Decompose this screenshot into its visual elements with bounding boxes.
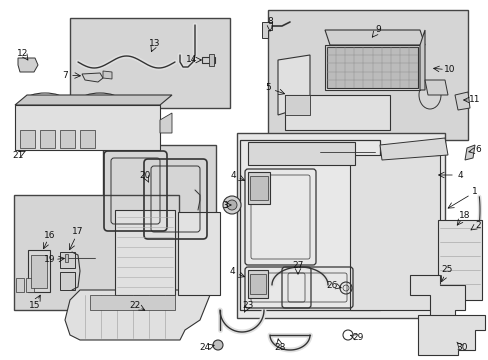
- Polygon shape: [202, 57, 215, 63]
- Polygon shape: [325, 30, 424, 45]
- Polygon shape: [82, 73, 103, 82]
- Text: 2: 2: [474, 220, 480, 230]
- Text: 13: 13: [149, 39, 161, 48]
- Polygon shape: [437, 220, 481, 300]
- Text: 11: 11: [468, 95, 480, 104]
- Polygon shape: [247, 172, 269, 204]
- Text: 5: 5: [264, 84, 270, 93]
- Text: 19: 19: [44, 256, 56, 265]
- Polygon shape: [90, 295, 175, 310]
- Polygon shape: [60, 130, 75, 148]
- Polygon shape: [247, 270, 267, 298]
- Polygon shape: [349, 155, 439, 310]
- Polygon shape: [178, 212, 220, 295]
- Polygon shape: [249, 274, 265, 294]
- Polygon shape: [278, 55, 309, 115]
- Ellipse shape: [35, 279, 43, 284]
- Bar: [237, 133, 444, 318]
- Polygon shape: [419, 30, 424, 90]
- Polygon shape: [115, 210, 175, 295]
- Bar: [70, 18, 229, 108]
- Polygon shape: [26, 278, 34, 292]
- Polygon shape: [247, 142, 354, 165]
- Polygon shape: [28, 250, 50, 292]
- Ellipse shape: [213, 340, 223, 350]
- Text: 9: 9: [374, 26, 380, 35]
- Text: 21: 21: [12, 150, 23, 159]
- Polygon shape: [20, 130, 35, 148]
- Text: 17: 17: [72, 228, 83, 237]
- Bar: [267, 10, 467, 140]
- Polygon shape: [160, 113, 172, 133]
- Text: 12: 12: [17, 49, 29, 58]
- Text: 14: 14: [186, 55, 197, 64]
- Text: 25: 25: [440, 266, 452, 274]
- Text: 26: 26: [325, 280, 337, 289]
- Text: 30: 30: [455, 343, 467, 352]
- Polygon shape: [60, 252, 75, 268]
- Text: 29: 29: [351, 333, 363, 342]
- Polygon shape: [285, 95, 309, 115]
- Polygon shape: [18, 58, 38, 72]
- Polygon shape: [60, 272, 75, 290]
- Polygon shape: [454, 92, 469, 110]
- Polygon shape: [409, 275, 464, 340]
- Text: 23: 23: [242, 301, 253, 310]
- Text: 27: 27: [292, 261, 303, 270]
- Polygon shape: [31, 255, 47, 288]
- Polygon shape: [16, 278, 24, 292]
- Text: 28: 28: [274, 343, 285, 352]
- Polygon shape: [65, 254, 68, 262]
- Polygon shape: [103, 71, 112, 79]
- Polygon shape: [65, 290, 209, 340]
- Polygon shape: [80, 130, 95, 148]
- Ellipse shape: [35, 261, 43, 266]
- Polygon shape: [40, 130, 55, 148]
- Polygon shape: [15, 95, 172, 105]
- Text: 18: 18: [458, 211, 470, 220]
- Text: 10: 10: [443, 66, 455, 75]
- Text: 20: 20: [139, 171, 150, 180]
- Text: 4: 4: [230, 171, 235, 180]
- Text: 1: 1: [471, 188, 477, 197]
- Polygon shape: [326, 47, 417, 88]
- Polygon shape: [249, 176, 267, 200]
- Text: 4: 4: [229, 267, 234, 276]
- Ellipse shape: [226, 200, 237, 210]
- Polygon shape: [325, 45, 419, 90]
- Text: 24: 24: [199, 343, 210, 352]
- Bar: [14, 195, 179, 310]
- Ellipse shape: [223, 196, 241, 214]
- Polygon shape: [262, 22, 271, 38]
- Text: 16: 16: [44, 230, 56, 239]
- Polygon shape: [240, 140, 379, 310]
- Text: 7: 7: [62, 71, 68, 80]
- Text: 8: 8: [266, 18, 272, 27]
- Polygon shape: [464, 145, 474, 160]
- Text: 15: 15: [29, 301, 41, 310]
- Text: 3: 3: [222, 201, 227, 210]
- Text: 4: 4: [456, 171, 462, 180]
- Ellipse shape: [35, 270, 43, 274]
- Polygon shape: [15, 105, 160, 150]
- Polygon shape: [379, 138, 447, 160]
- Text: 22: 22: [129, 301, 141, 310]
- Polygon shape: [208, 54, 214, 66]
- Polygon shape: [424, 80, 447, 95]
- Text: 6: 6: [474, 145, 480, 154]
- Bar: [103, 145, 216, 245]
- Polygon shape: [285, 95, 389, 130]
- Polygon shape: [417, 315, 484, 355]
